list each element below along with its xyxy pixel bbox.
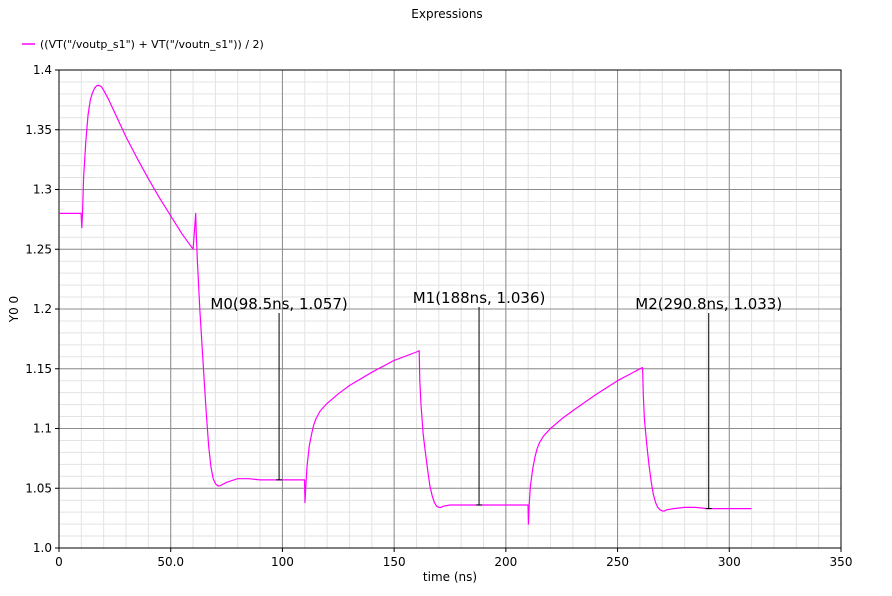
y-tick-label: 1.3: [33, 183, 52, 197]
y-tick-label: 1.15: [25, 362, 52, 376]
y-tick-label: 1.25: [25, 242, 52, 256]
markers-layer: M0(98.5ns, 1.057) M1(188ns, 1.036) M2(290.…: [210, 289, 782, 510]
y-tick-label: 1.1: [33, 422, 52, 436]
y-tick-label: 1.4: [33, 63, 52, 77]
x-tick-label: 100: [271, 555, 294, 569]
x-tick-label: 350: [830, 555, 853, 569]
marker-label: M2(290.8ns, 1.033): [635, 295, 782, 313]
x-axis: 0 50.0 100 150 200 250 300 350: [55, 548, 852, 569]
legend[interactable]: ((VT("/voutp_s1") + VT("/voutn_s1")) / 2…: [22, 38, 264, 51]
x-tick-label: 50.0: [157, 555, 184, 569]
marker-label: M1(188ns, 1.036): [413, 289, 546, 307]
x-tick-label: 0: [55, 555, 63, 569]
x-tick-label: 250: [606, 555, 629, 569]
major-grid: [59, 70, 841, 548]
marker-label: M0(98.5ns, 1.057): [210, 295, 347, 313]
y-tick-label: 1.0: [33, 541, 52, 555]
marker[interactable]: M2(290.8ns, 1.033): [635, 295, 782, 510]
x-tick-label: 200: [494, 555, 517, 569]
y-axis: 1.0 1.05 1.1 1.15 1.2 1.25 1.3 1.35 1.4: [25, 63, 59, 555]
y-tick-label: 1.35: [25, 123, 52, 137]
series-line[interactable]: [59, 84, 752, 525]
legend-label: ((VT("/voutp_s1") + VT("/voutn_s1")) / 2…: [40, 38, 264, 51]
marker[interactable]: M0(98.5ns, 1.057): [210, 295, 348, 481]
y-tick-label: 1.2: [33, 302, 52, 316]
y-axis-title: Y0 0: [7, 296, 21, 323]
chart-title: Expressions: [411, 7, 482, 21]
x-axis-title: time (ns): [423, 570, 477, 584]
x-tick-label: 150: [383, 555, 406, 569]
marker[interactable]: M1(188ns, 1.036): [413, 289, 546, 506]
x-tick-label: 300: [718, 555, 741, 569]
y-tick-label: 1.05: [25, 481, 52, 495]
series-layer: [59, 84, 752, 525]
